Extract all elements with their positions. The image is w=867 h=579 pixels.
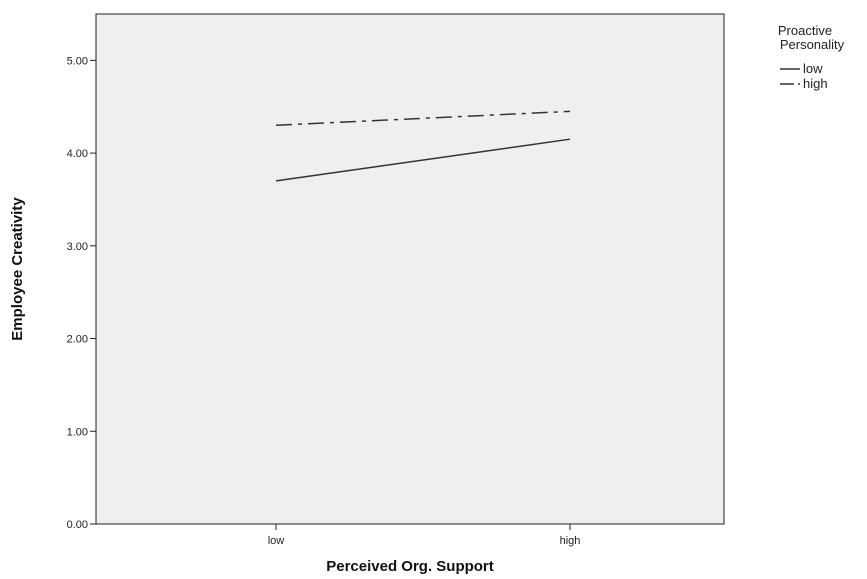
legend-title-line-1: Proactive <box>778 23 832 38</box>
y-tick-label: 4.00 <box>67 148 88 160</box>
legend-title-line-2: Personality <box>780 37 845 52</box>
y-axis: 0.00 1.00 2.00 3.00 4.00 5.00 <box>67 55 96 531</box>
series-lines <box>275 110 571 182</box>
x-tick-label: low <box>268 535 285 547</box>
y-axis-title: Employee Creativity <box>9 197 26 341</box>
y-tick-label: 5.00 <box>67 55 88 67</box>
plot-area <box>95 13 725 525</box>
y-tick-label: 0.00 <box>67 519 88 531</box>
y-tick-label: 1.00 <box>67 426 88 438</box>
y-tick-label: 2.00 <box>67 334 88 346</box>
legend-label-high: high <box>803 76 828 91</box>
series-line-low <box>275 138 571 182</box>
x-tick-label: high <box>560 535 581 547</box>
x-axis-title: Perceived Org. Support <box>326 558 494 575</box>
y-tick-label: 3.00 <box>67 241 88 253</box>
legend-label-low: low <box>803 61 823 76</box>
legend: Proactive Personality low high <box>778 23 845 91</box>
x-axis: low high <box>268 524 581 547</box>
